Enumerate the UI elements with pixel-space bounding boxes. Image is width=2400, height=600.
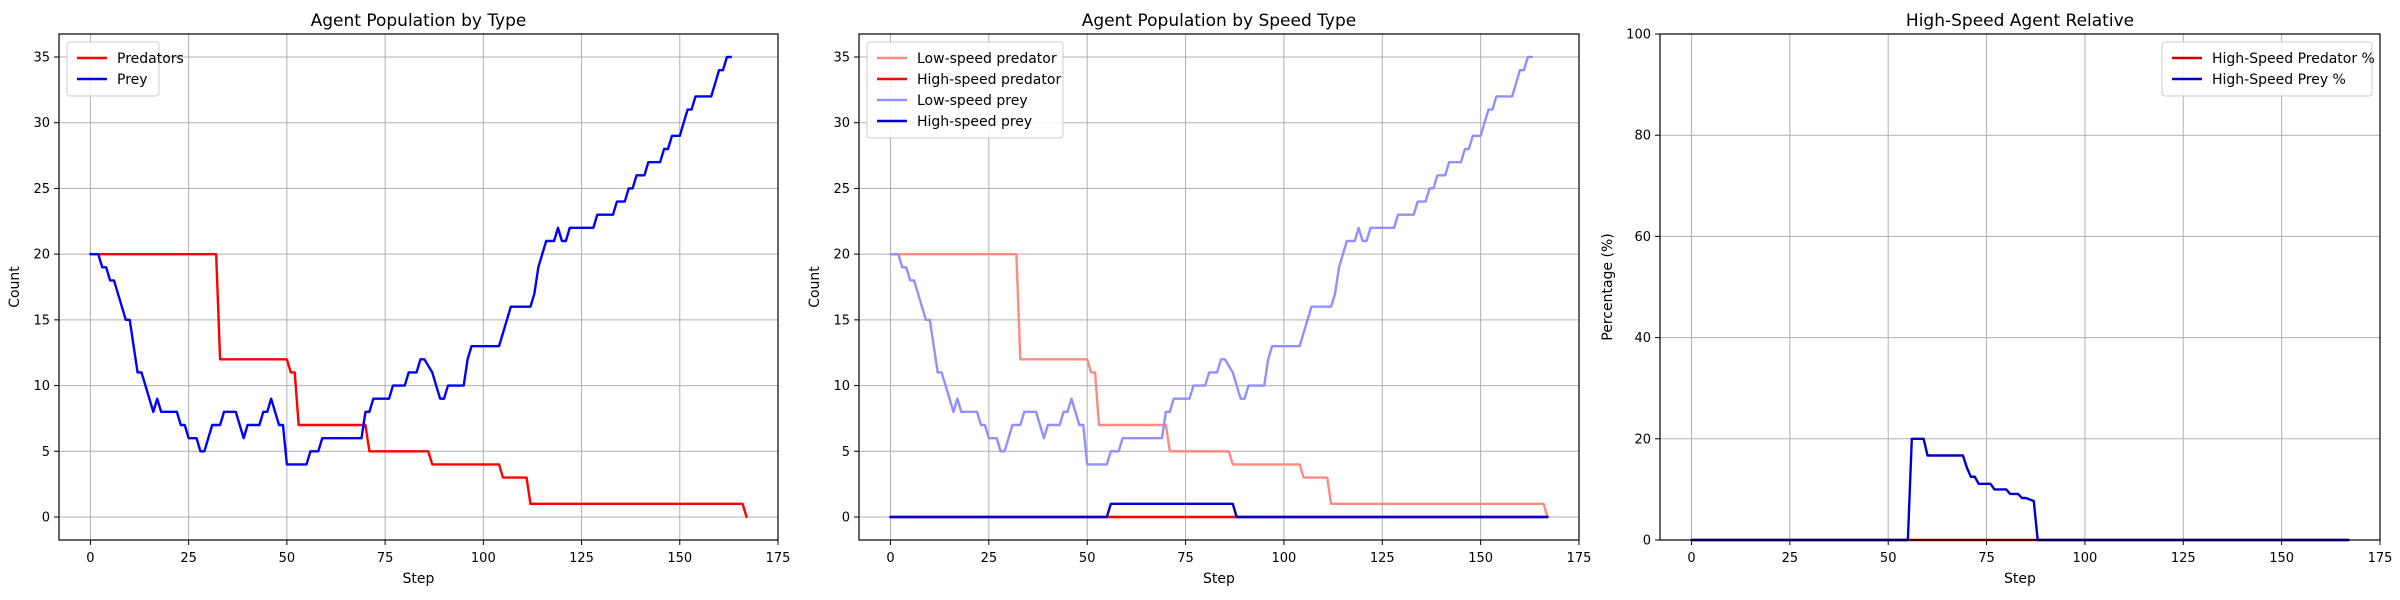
y-axis-label: Percentage (%) <box>1600 233 1616 340</box>
chart-panel-1: 0 25 50 75 100 125 150 175 0 5 10 15 20 25 30 35 Agent P… <box>7 11 790 587</box>
chart-title: High-Speed Agent Relative <box>1906 11 2134 31</box>
y-tick-label: 80 <box>1634 129 1651 144</box>
legend-label: High-Speed Predator % <box>2212 51 2375 67</box>
plot-frame <box>58 33 779 541</box>
x-tick-label: 175 <box>2368 551 2393 566</box>
legend: Low-speed predator High-speed predator Low… <box>866 41 1064 139</box>
x-tick-label: 150 <box>1468 551 1493 566</box>
x-tick-label: 0 <box>1687 551 1695 566</box>
y-tick-label: 30 <box>33 116 50 131</box>
x-tick-label: 100 <box>1272 551 1297 566</box>
x-tick-label: 25 <box>981 551 998 566</box>
x-tick-label: 100 <box>2073 551 2098 566</box>
y-tick-label: 0 <box>1643 534 1651 549</box>
legend-label: Low-speed predator <box>917 51 1057 67</box>
x-tick-label: 75 <box>1177 551 1194 566</box>
legend-label: High-speed predator <box>917 72 1061 88</box>
plot-frame <box>858 33 1580 541</box>
y-tick-label: 35 <box>833 51 850 66</box>
legend-label: Prey <box>117 72 148 88</box>
series-line-high-speed-prey <box>1690 437 2350 542</box>
y-tick-label: 10 <box>833 379 850 394</box>
x-axis-label: Step <box>1203 571 1235 587</box>
grid <box>59 34 779 540</box>
y-axis-label: Count <box>807 266 823 308</box>
x-tick-label: 150 <box>2269 551 2294 566</box>
y-tick-label: 40 <box>1634 331 1651 346</box>
legend-box <box>66 41 160 97</box>
x-tick-label: 75 <box>1978 551 1995 566</box>
y-tick-label: 15 <box>833 313 850 328</box>
grid <box>1660 33 2381 541</box>
y-tick-label: 20 <box>33 248 50 263</box>
legend-label: Predators <box>117 51 184 67</box>
x-tick-label: 125 <box>2171 551 2196 566</box>
x-tick-label: 50 <box>279 551 296 566</box>
x-tick-label: 0 <box>886 551 894 566</box>
y-tick-label: 0 <box>42 511 50 526</box>
legend-box <box>866 41 1064 139</box>
y-tick-label: 35 <box>33 51 50 66</box>
x-tick-label: 125 <box>1370 551 1395 566</box>
legend: High-Speed Predator % High-Speed Prey % <box>2161 41 2375 97</box>
y-axis-label: Count <box>7 266 23 308</box>
y-tick-label: 25 <box>33 182 50 197</box>
x-axis-label: Step <box>403 571 435 587</box>
y-tick-label: 30 <box>833 116 850 131</box>
y-tick-label: 15 <box>33 313 50 328</box>
x-tick-label: 50 <box>1880 551 1897 566</box>
y-tick-label: 20 <box>833 248 850 263</box>
series-line-high-speed-prey <box>889 502 1549 519</box>
series-line-low-speed-prey <box>889 55 1533 466</box>
legend-label: High-speed prey <box>917 114 1032 130</box>
x-tick-label: 0 <box>86 551 94 566</box>
chart-panel-3: 0 25 50 75 100 125 150 175 0 20 40 60 80 100 High-Spee… <box>1600 11 2392 587</box>
series-line-predators <box>89 252 748 519</box>
legend-box <box>2161 41 2373 97</box>
x-tick-label: 25 <box>180 551 197 566</box>
plot-frame <box>1659 33 2381 541</box>
y-tick-label: 5 <box>42 445 50 460</box>
x-tick-label: 75 <box>377 551 394 566</box>
x-axis-label: Step <box>2004 571 2036 587</box>
x-tick-label: 150 <box>667 551 692 566</box>
x-tick-label: 175 <box>1567 551 1592 566</box>
x-tick-label: 50 <box>1079 551 1096 566</box>
y-tick-label: 60 <box>1634 230 1651 245</box>
y-tick-label: 25 <box>833 182 850 197</box>
y-tick-label: 5 <box>842 445 850 460</box>
legend: Predators Prey <box>66 41 184 97</box>
y-tick-label: 0 <box>842 511 850 526</box>
x-tick-label: 100 <box>471 551 496 566</box>
x-tick-label: 25 <box>1782 551 1799 566</box>
chart-title: Agent Population by Speed Type <box>1082 11 1356 31</box>
chart-panel-2: 0 25 50 75 100 125 150 175 0 5 10 15 20 25 30 35 Agent P… <box>807 11 1591 587</box>
series-line-prey <box>89 55 733 466</box>
x-tick-label: 125 <box>569 551 594 566</box>
legend-label: High-Speed Prey % <box>2212 72 2346 88</box>
chart-title: Agent Population by Type <box>311 11 527 31</box>
legend-label: Low-speed prey <box>917 93 1028 109</box>
x-tick-label: 175 <box>766 551 791 566</box>
y-tick-label: 20 <box>1634 432 1651 447</box>
series-line-low-speed-predator <box>889 252 1549 519</box>
y-tick-label: 100 <box>1626 28 1651 43</box>
y-tick-label: 10 <box>33 379 50 394</box>
